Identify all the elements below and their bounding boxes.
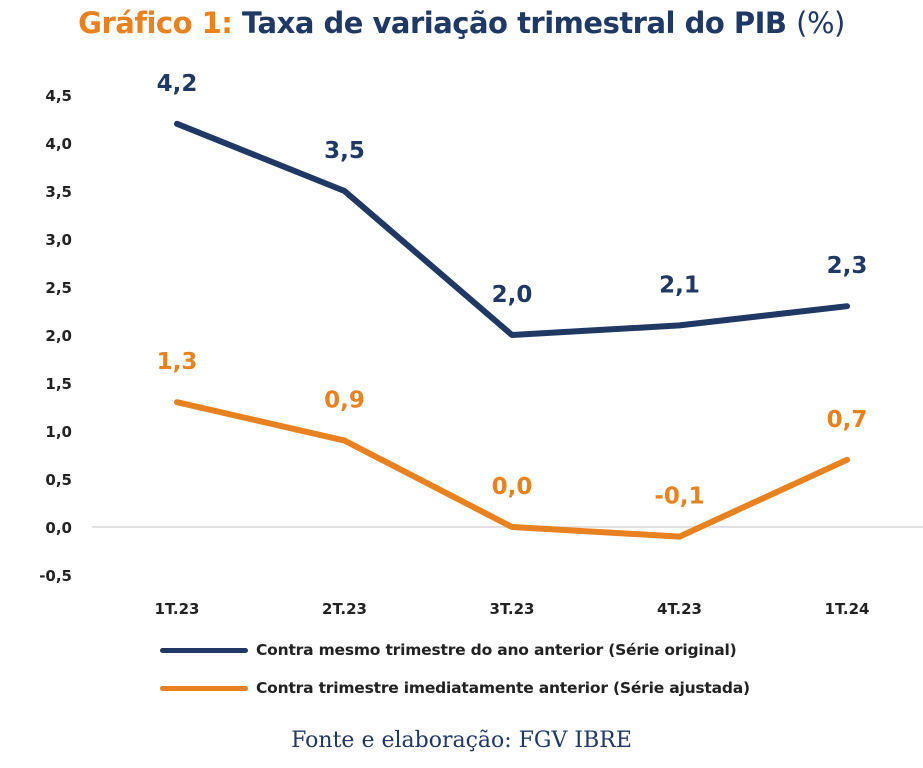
y-tick-label: 1,5 (45, 375, 72, 393)
y-tick-label: 0,0 (45, 519, 72, 537)
legend-label-original: Contra mesmo trimestre do ano anterior (… (256, 641, 737, 659)
y-tick-label: 0,5 (45, 471, 72, 489)
x-tick-label: 1T.23 (155, 600, 200, 618)
data-label-ajustada: 0,0 (492, 474, 533, 500)
legend-swatch-original (160, 647, 248, 653)
data-label-ajustada: -0,1 (654, 484, 704, 510)
series-line-ajustada (174, 399, 850, 540)
y-tick-label: 4,5 (45, 87, 72, 105)
chart-title: Gráfico 1: Taxa de variação trimestral d… (0, 6, 923, 40)
x-tick-label: 3T.23 (490, 600, 535, 618)
chart-title-prefix: Gráfico 1: (78, 6, 233, 40)
y-tick-label: 2,0 (45, 327, 72, 345)
data-label-original: 2,1 (659, 272, 700, 298)
chart-title-main: Taxa de variação trimestral do PIB (242, 6, 787, 40)
data-label-ajustada: 1,3 (157, 349, 198, 375)
x-tick-label: 4T.23 (657, 600, 702, 618)
data-label-original: 2,3 (827, 253, 868, 279)
legend-label-ajustada: Contra trimestre imediatamente anterior … (256, 679, 750, 697)
y-tick-label: -0,5 (39, 567, 72, 585)
legend-item-original: Contra mesmo trimestre do ano anterior (… (160, 641, 900, 659)
y-tick-label: 1,0 (45, 423, 72, 441)
chart-title-unit: (%) (796, 6, 845, 40)
series-line-original (174, 120, 850, 338)
data-label-original: 3,5 (324, 138, 365, 164)
y-tick-label: 2,5 (45, 279, 72, 297)
source-note: Fonte e elaboração: FGV IBRE (291, 728, 632, 753)
legend-swatch-ajustada (160, 685, 248, 691)
y-tick-label: 4,0 (45, 135, 72, 153)
y-tick-label: 3,5 (45, 183, 72, 201)
x-tick-label: 2T.23 (322, 600, 367, 618)
data-label-original: 2,0 (492, 282, 533, 308)
line-chart: 4,5 4,0 3,5 3,0 2,5 2,0 1,5 1,0 0,5 0,0 -0,5 1T.23 2… (39, 71, 923, 618)
data-label-ajustada: 0,7 (827, 407, 868, 433)
data-label-original: 4,2 (157, 71, 198, 97)
x-tick-label: 1T.24 (825, 600, 870, 618)
legend-item-ajustada: Contra trimestre imediatamente anterior … (160, 679, 900, 697)
y-tick-label: 3,0 (45, 231, 72, 249)
data-label-ajustada: 0,9 (324, 388, 365, 414)
